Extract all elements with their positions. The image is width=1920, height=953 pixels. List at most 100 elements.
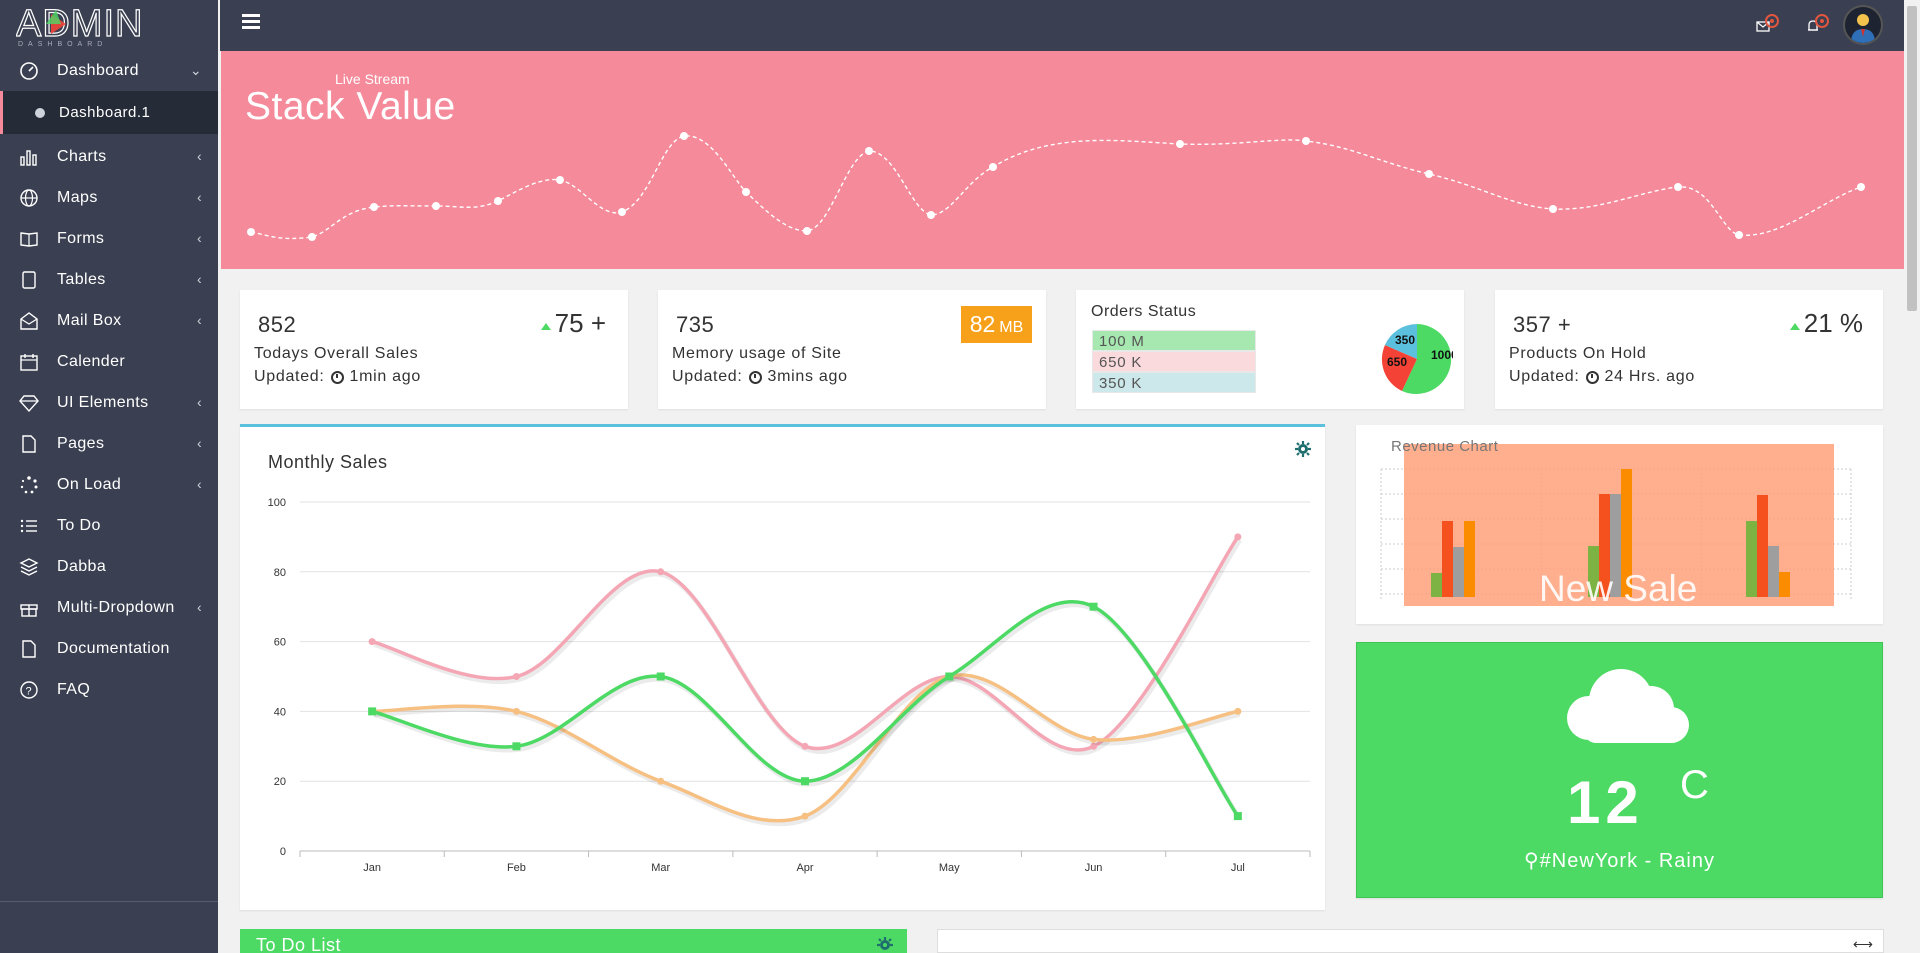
bar-chart-icon [18, 146, 40, 168]
sidebar-item-forms[interactable]: Forms ‹ [0, 218, 218, 259]
live-stream-label: Live Stream [335, 71, 410, 87]
gear-icon[interactable] [1295, 441, 1311, 457]
chevron-left-icon: ‹ [196, 148, 202, 164]
chevron-left-icon: ‹ [196, 394, 202, 410]
series-shadow [373, 538, 1242, 756]
gift-icon [18, 597, 40, 619]
sidebar-item-dabba[interactable]: Dabba [0, 546, 218, 587]
chevron-left-icon: ‹ [196, 435, 202, 451]
sidebar-item-ui-elements[interactable]: UI Elements ‹ [0, 382, 218, 423]
x-tick-label: Feb [507, 862, 526, 874]
x-tick-label: Jul [1231, 862, 1245, 874]
chevron-left-icon: ‹ [196, 189, 202, 205]
sidebar-subitem-dashboard-1[interactable]: Dashboard.1 [0, 91, 218, 134]
document-icon [18, 638, 40, 660]
sidebar-item-label: Pages [57, 434, 105, 452]
data-point [657, 568, 665, 576]
stat-value: 357 + [1513, 312, 1572, 337]
scrollbar-thumb[interactable] [1907, 6, 1917, 311]
map-pin-icon: ⚲ [1524, 850, 1540, 872]
stat-updated-time: 1min ago [349, 368, 421, 385]
revenue-chart-card: Revenue Chart New Sale [1356, 425, 1883, 624]
monthly-sales-card: Monthly Sales 0 20 40 60 80 100 Jan Feb Mar Apr Ma… [240, 424, 1325, 910]
stat-updated-time: 3mins ago [767, 368, 848, 385]
sidebar-item-label: Charts [57, 147, 107, 165]
sidebar-item-label: UI Elements [57, 393, 149, 411]
x-tick-label: May [939, 862, 960, 874]
data-point [945, 672, 954, 681]
x-tick-label: Apr [796, 862, 813, 874]
stat-card-products: 357 + 21 % Products On Hold Updated: 24 … [1495, 290, 1883, 409]
pie-label: 1000 [1431, 348, 1453, 362]
y-tick-label: 100 [268, 497, 286, 509]
stat-change: 75 + [540, 308, 606, 339]
sidebar-item-label: To Do [57, 516, 101, 534]
data-point [801, 812, 809, 820]
weather-temperature: 12 [1567, 769, 1644, 836]
stat-card-memory: 735 82 MB Memory usage of Site Updated: 3… [658, 290, 1046, 409]
logo-sub: DASHBOARD [18, 41, 107, 48]
weather-location: ⚲#NewYork - Rainy [1357, 848, 1882, 873]
y-tick-label: 40 [274, 706, 286, 718]
sidebar-item-label: Calender [57, 352, 126, 370]
data-point [801, 777, 809, 786]
avatar[interactable] [1843, 5, 1883, 45]
chart-title: Monthly Sales [268, 452, 388, 472]
sidebar-item-charts[interactable]: Charts ‹ [0, 136, 218, 177]
monthly-sales-chart: 0 20 40 60 80 100 Jan Feb Mar Apr May Jun Jul [268, 497, 1311, 874]
sidebar-item-label: Mail Box [57, 311, 122, 329]
todo-list-header: To Do List [240, 929, 907, 953]
stat-card-sales: 852 75 + Todays Overall Sales Updated: 1… [240, 290, 628, 409]
sidebar-item-to-do[interactable]: To Do [0, 505, 218, 546]
stat-updated-time: 24 Hrs. ago [1604, 368, 1695, 385]
menu-icon[interactable] [242, 14, 260, 30]
pie-label: 650 [1387, 355, 1407, 369]
stat-updated-prefix: Updated: [254, 368, 325, 385]
app-logo[interactable]: ADMIN DASHBOARD [0, 0, 218, 50]
top-navbar [220, 0, 1904, 51]
chevron-left-icon: ‹ [196, 312, 202, 328]
stack-value-sparkline [247, 132, 1865, 241]
sidebar-item-dashboard[interactable]: Dashboard ⌄ [0, 50, 218, 91]
y-tick-label: 0 [280, 846, 286, 858]
globe-icon [18, 187, 40, 209]
sidebar-item-on-load[interactable]: On Load ‹ [0, 464, 218, 505]
stack-value-banner: Live Stream Stack Value [221, 51, 1904, 269]
list-icon [18, 515, 40, 537]
data-point [657, 777, 665, 785]
data-point [1233, 812, 1242, 821]
new-sale-label: New Sale [1539, 568, 1698, 609]
sidebar-item-tables[interactable]: Tables ‹ [0, 259, 218, 300]
sidebar-item-documentation[interactable]: Documentation [0, 628, 218, 669]
data-point [512, 673, 520, 680]
stat-label: Todays Overall Sales [254, 345, 419, 362]
series-shadow [374, 675, 1241, 827]
sidebar-item-calender[interactable]: Calender [0, 341, 218, 382]
envelope-open-icon [18, 310, 40, 332]
dashboard-icon [18, 60, 40, 82]
trend-up-icon [1789, 323, 1800, 330]
mail-icon[interactable] [1755, 14, 1779, 36]
orders-title: Orders Status [1091, 303, 1197, 320]
sidebar-item-maps[interactable]: Maps ‹ [0, 177, 218, 218]
logo-text: ADMIN [16, 4, 143, 45]
data-point [1090, 742, 1098, 750]
sidebar-item-pages[interactable]: Pages ‹ [0, 423, 218, 464]
chevron-left-icon: ‹ [196, 271, 202, 287]
sidebar-item-faq[interactable]: ? FAQ [0, 669, 218, 710]
bell-icon[interactable] [1805, 14, 1829, 36]
y-tick-label: 80 [274, 567, 286, 579]
x-tick-label: Jan [363, 862, 381, 874]
gear-icon[interactable] [877, 937, 893, 953]
sidebar-item-mail-box[interactable]: Mail Box ‹ [0, 300, 218, 341]
book-icon [18, 228, 40, 250]
data-point [512, 742, 521, 751]
banner-title: Stack Value [245, 85, 456, 128]
sidebar-item-multi-dropdown[interactable]: Multi-Dropdown ‹ [0, 587, 218, 628]
memory-badge-value: 82 [969, 311, 996, 337]
data-point [368, 707, 377, 716]
expand-icon[interactable]: ⟷ [1852, 936, 1873, 952]
clock-icon [748, 370, 762, 384]
sidebar-divider [0, 901, 218, 902]
stat-updated-prefix: Updated: [1509, 368, 1580, 385]
